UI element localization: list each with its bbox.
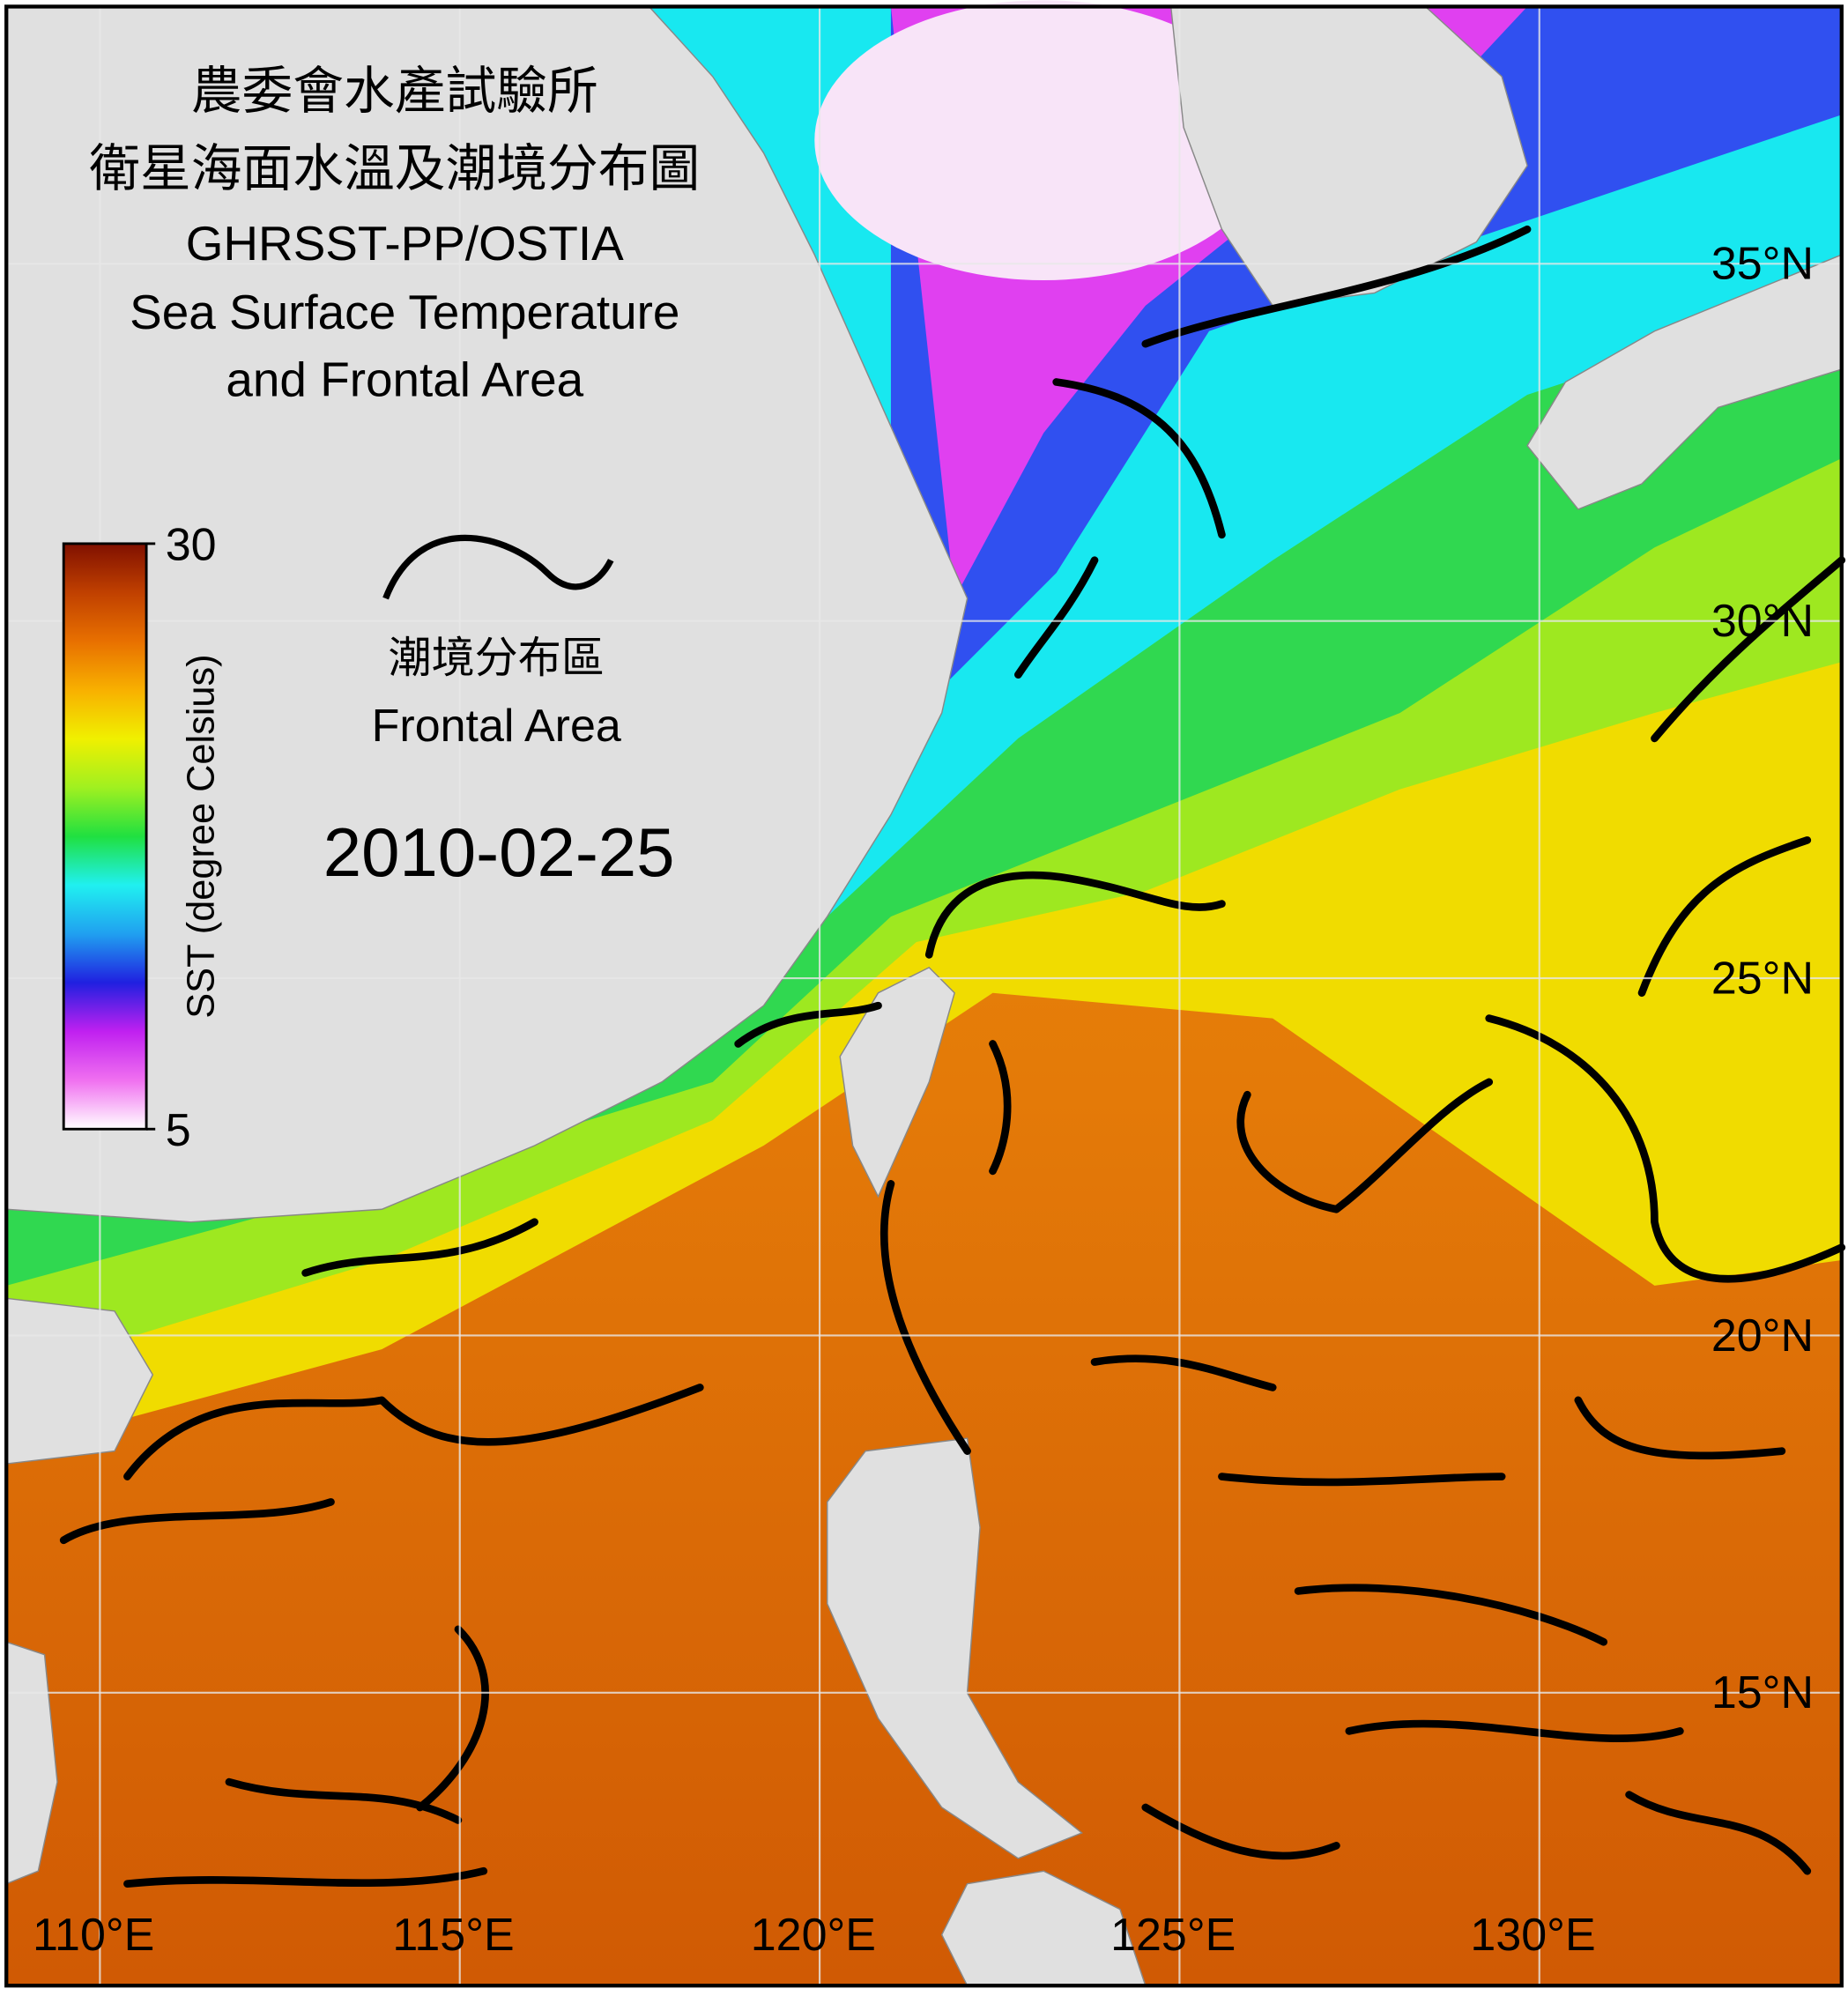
latitude-label: 25°N <box>1711 953 1814 1004</box>
front <box>1651 556 1846 743</box>
front <box>1637 836 1812 998</box>
title-line: GHRSST-PP/OSTIA <box>186 216 624 271</box>
latitude-label: 20°N <box>1711 1310 1814 1362</box>
front <box>989 1040 1012 1176</box>
front <box>1090 1354 1277 1391</box>
front <box>416 1625 489 1812</box>
front <box>1236 1078 1494 1213</box>
front <box>1574 1396 1786 1460</box>
date: 2010-02-25 <box>323 813 675 891</box>
legend-label: Frontal Area <box>372 701 621 752</box>
title-line: Sea Surface Temperature <box>130 285 679 339</box>
graticule: 110°E 115°E 120°E 125°E 130°E 15°N 20°N 25°N 30°… <box>6 6 1842 1986</box>
colorbar-label: SST (degree Celsius) <box>181 654 223 1018</box>
colorbar-ticks: 5 30 <box>146 520 217 1156</box>
latitude-label: 35°N <box>1711 239 1814 290</box>
front <box>1218 1473 1506 1487</box>
latitude-label: 30°N <box>1711 596 1814 647</box>
china <box>5 5 969 1223</box>
front <box>1485 1014 1846 1283</box>
longitude-label: 125°E <box>1110 1910 1236 1961</box>
map-frame <box>4 4 1844 1988</box>
longitude-label: 110°E <box>33 1910 154 1961</box>
colorbar <box>62 542 148 1131</box>
sea-cold <box>814 0 1273 280</box>
front <box>1294 1584 1608 1646</box>
front <box>1625 1791 1812 1875</box>
longitude-label: 130°E <box>1470 1910 1595 1961</box>
title-line: 農委會水產試驗所 <box>191 63 598 120</box>
luzon <box>827 1437 1084 1859</box>
front <box>1052 378 1226 539</box>
front <box>59 1498 335 1545</box>
colorbar-tick-label: 5 <box>166 1105 191 1156</box>
front <box>1141 225 1532 348</box>
title-line: and Frontal Area <box>226 352 583 406</box>
front <box>880 1180 971 1455</box>
longitude-label: 120°E <box>751 1910 876 1961</box>
front <box>734 1001 882 1048</box>
longitude-label: 115°E <box>392 1910 514 1961</box>
front <box>123 1866 488 1888</box>
front <box>1014 556 1099 679</box>
legend-symbol <box>382 534 614 600</box>
land <box>5 5 1843 1986</box>
fronts <box>59 225 1846 1888</box>
front <box>301 1218 538 1277</box>
front <box>123 1384 704 1480</box>
japan <box>1526 254 1843 510</box>
front <box>924 871 1226 959</box>
front <box>1345 1719 1684 1743</box>
legend-label: 潮境分布區 <box>389 634 605 682</box>
latitude-label: 15°N <box>1711 1667 1814 1718</box>
front <box>1141 1803 1340 1860</box>
title: 農委會水產試驗所 衛星海面水溫及潮境分布圖 GHRSST-PP/OSTIA Se… <box>89 63 700 406</box>
front <box>225 1777 463 1824</box>
colorbar-tick-label: 30 <box>166 520 217 571</box>
title-line: 衛星海面水溫及潮境分布圖 <box>89 141 700 197</box>
